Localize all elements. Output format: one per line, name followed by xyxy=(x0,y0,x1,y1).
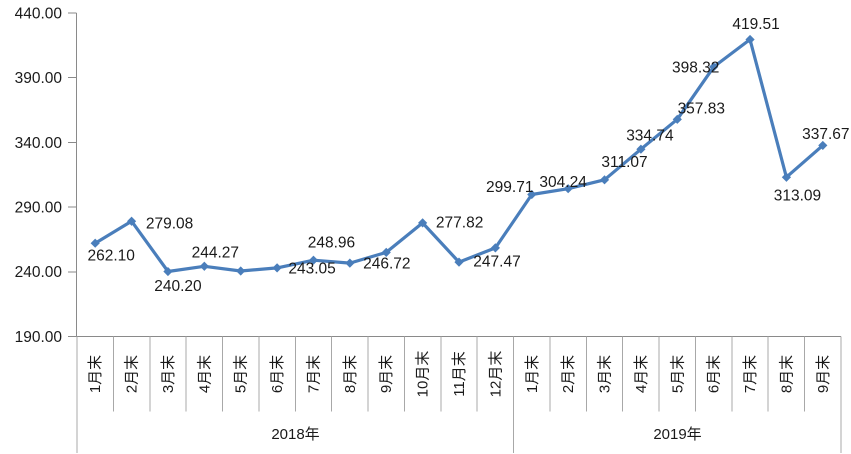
x-axis-month-label: 11月末 xyxy=(451,351,468,397)
data-point-marker xyxy=(345,258,355,268)
data-point-marker xyxy=(418,218,428,228)
data-label: 334.74 xyxy=(626,128,674,145)
y-axis-tick-label: 390.00 xyxy=(15,70,63,87)
data-label: 243.05 xyxy=(288,260,335,277)
x-axis-month-label: 1月末 xyxy=(524,355,541,393)
data-point-marker xyxy=(272,263,282,273)
data-label: 247.47 xyxy=(473,254,520,271)
y-axis-tick-label: 340.00 xyxy=(15,135,63,152)
x-axis-month-label: 12月末 xyxy=(487,351,504,398)
data-label: 313.09 xyxy=(774,188,821,205)
data-label: 299.71 xyxy=(486,179,533,196)
x-axis-month-label: 3月末 xyxy=(597,355,614,393)
data-label: 279.08 xyxy=(146,216,193,233)
y-axis-tick-label: 190.00 xyxy=(15,329,63,346)
data-label: 398.32 xyxy=(672,59,719,76)
x-axis-month-label: 7月末 xyxy=(305,355,322,393)
data-point-marker xyxy=(163,266,173,277)
data-point-marker xyxy=(490,243,500,253)
data-point-marker xyxy=(599,175,610,185)
y-axis-tick-label: 290.00 xyxy=(15,200,63,217)
data-point-marker xyxy=(781,172,792,182)
data-point-marker xyxy=(709,62,719,72)
data-point-marker xyxy=(199,261,209,271)
x-axis-month-label: 5月末 xyxy=(669,355,686,393)
data-label: 337.67 xyxy=(802,126,849,143)
y-axis-tick-label: 440.00 xyxy=(15,5,63,22)
x-axis-month-label: 10月末 xyxy=(415,351,432,398)
x-axis-month-label: 8月末 xyxy=(342,355,359,393)
data-point-marker xyxy=(90,238,100,248)
data-label: 262.10 xyxy=(87,248,135,265)
data-point-marker xyxy=(236,266,246,276)
x-axis-month-label: 6月末 xyxy=(706,355,723,393)
x-axis-month-label: 9月末 xyxy=(815,355,832,393)
data-point-marker xyxy=(381,247,391,257)
data-label: 246.72 xyxy=(363,256,410,273)
x-axis-month-label: 7月末 xyxy=(742,355,759,393)
data-label: 240.20 xyxy=(154,278,202,295)
data-point-marker xyxy=(818,140,828,151)
data-label: 311.07 xyxy=(601,154,647,171)
y-axis-tick-label: 240.00 xyxy=(15,264,63,281)
x-axis-month-label: 3月末 xyxy=(160,355,177,393)
x-axis-month-label: 2月末 xyxy=(560,355,577,393)
data-label: 248.96 xyxy=(308,235,355,252)
x-axis-month-label: 5月末 xyxy=(233,355,250,393)
data-point-marker xyxy=(745,34,755,45)
data-label: 244.27 xyxy=(192,245,239,262)
data-point-marker xyxy=(126,216,137,226)
data-point-marker xyxy=(563,184,573,194)
x-axis-month-label: 2月末 xyxy=(124,355,141,393)
data-label: 419.51 xyxy=(732,16,779,33)
x-axis-month-label: 1月末 xyxy=(87,355,104,393)
data-label: 304.24 xyxy=(539,174,587,191)
data-point-marker xyxy=(454,257,464,267)
x-axis-year-label-2018: 2018年 xyxy=(271,426,320,443)
x-axis-year-label-2019: 2019年 xyxy=(653,426,702,443)
data-point-marker xyxy=(636,144,646,154)
x-axis-month-label: 6月末 xyxy=(269,355,286,393)
x-axis-month-label: 8月末 xyxy=(778,355,795,393)
data-label: 277.82 xyxy=(436,214,483,231)
data-point-marker xyxy=(527,189,537,200)
x-axis-month-label: 4月末 xyxy=(633,355,650,393)
x-axis-month-label: 9月末 xyxy=(378,355,395,393)
x-axis-month-label: 4月末 xyxy=(196,355,213,393)
data-point-marker xyxy=(672,114,682,124)
data-label: 357.83 xyxy=(678,101,725,118)
data-point-marker xyxy=(308,255,319,265)
